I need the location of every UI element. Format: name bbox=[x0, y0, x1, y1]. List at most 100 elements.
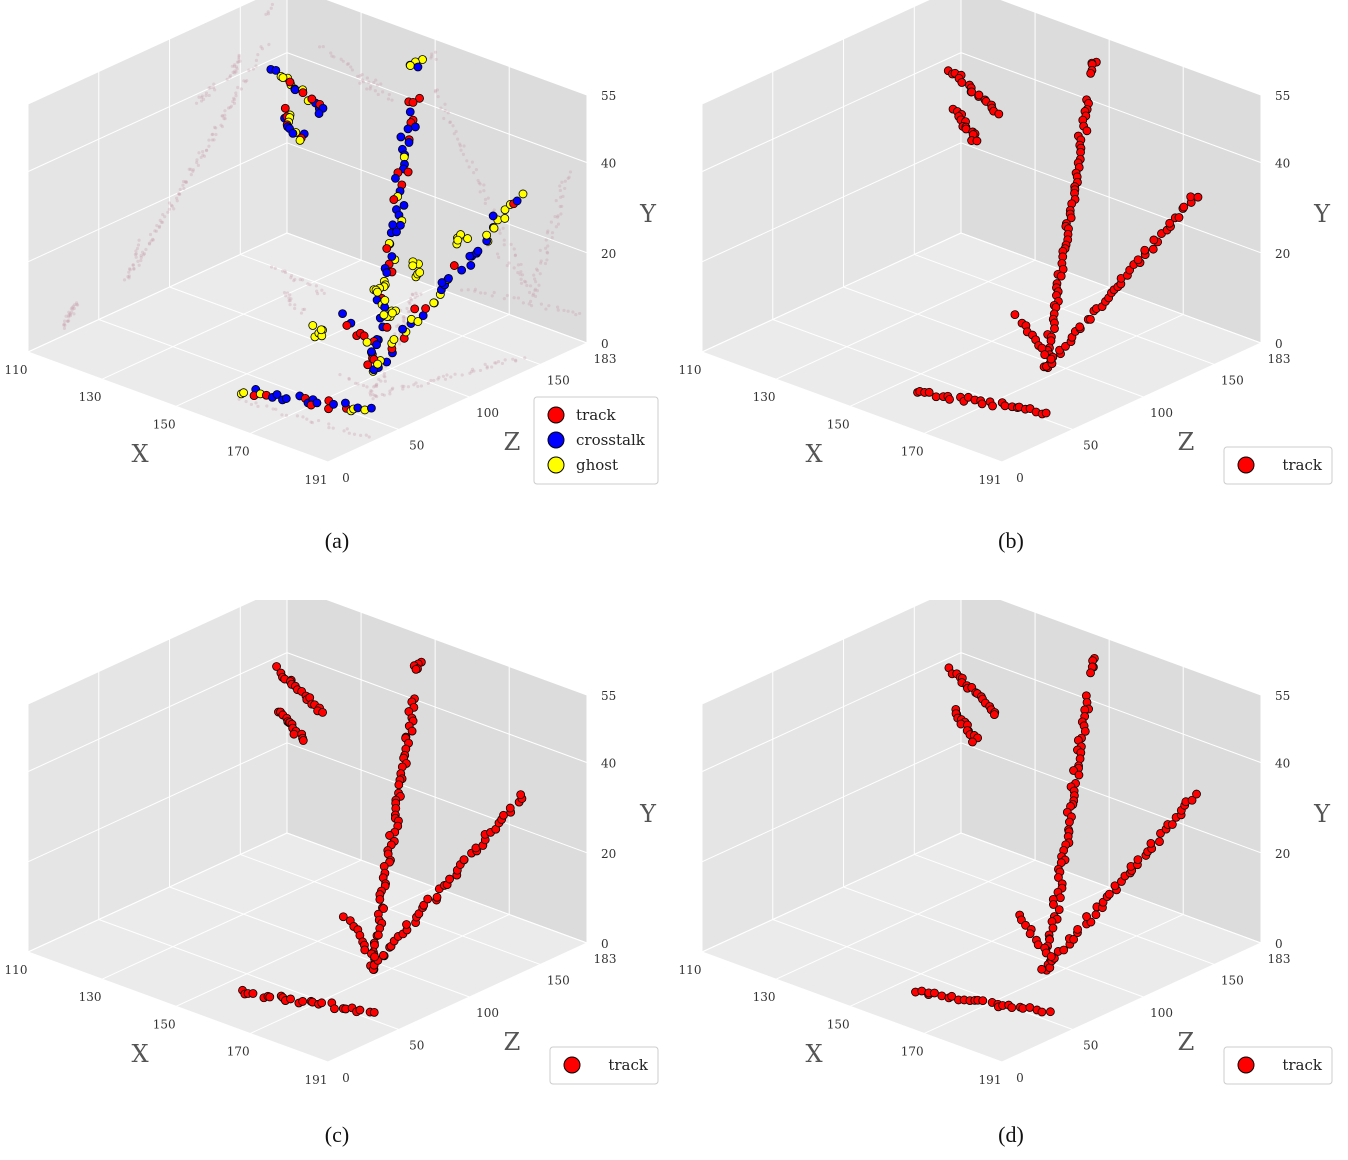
crosstalk-point bbox=[473, 246, 483, 256]
projection-point bbox=[445, 373, 449, 377]
projection-point bbox=[529, 304, 534, 308]
ghost-point bbox=[278, 73, 288, 83]
track-point bbox=[289, 729, 299, 739]
gridline bbox=[327, 942, 588, 1063]
projection-point bbox=[134, 249, 138, 253]
projection-point bbox=[383, 379, 387, 383]
projection-point bbox=[204, 94, 208, 98]
track-point bbox=[1075, 754, 1085, 764]
projection-point bbox=[158, 218, 162, 223]
y-tick-label: 0 bbox=[601, 337, 609, 351]
track-point bbox=[419, 900, 429, 910]
projection-point bbox=[237, 53, 241, 57]
floor-pane bbox=[702, 833, 1261, 1062]
projection-point bbox=[470, 367, 475, 371]
projection-point bbox=[367, 435, 371, 439]
projection-point bbox=[166, 210, 170, 214]
z-tick-label: 150 bbox=[1221, 973, 1244, 987]
projection-point bbox=[550, 231, 555, 235]
projection-point bbox=[66, 319, 70, 323]
projection-point bbox=[538, 272, 542, 276]
projection-point bbox=[68, 312, 72, 316]
crosstalk-point bbox=[290, 85, 300, 95]
projection-point bbox=[127, 267, 132, 271]
projection-point bbox=[516, 263, 521, 267]
projection-point bbox=[191, 169, 195, 173]
track-point bbox=[1133, 255, 1143, 265]
projection-point bbox=[511, 357, 515, 361]
gridline bbox=[701, 232, 962, 353]
projection-point bbox=[254, 58, 259, 62]
ghost-point bbox=[500, 205, 510, 215]
projection-point bbox=[556, 222, 561, 226]
gridline bbox=[960, 742, 1262, 854]
crosstalk-point bbox=[314, 109, 324, 118]
gridline bbox=[286, 52, 588, 164]
projection-point bbox=[492, 290, 496, 295]
gridline bbox=[27, 351, 329, 463]
projection-point bbox=[306, 282, 310, 286]
projection-point bbox=[310, 420, 314, 425]
projection-point bbox=[350, 68, 354, 72]
track-point bbox=[1148, 244, 1158, 254]
projection-point bbox=[342, 429, 346, 433]
projection-point bbox=[485, 366, 489, 370]
track-point bbox=[1007, 1003, 1017, 1013]
projection-point bbox=[567, 175, 571, 179]
projection-point bbox=[519, 277, 523, 281]
projection-point bbox=[308, 282, 312, 287]
projection-point bbox=[288, 299, 292, 303]
projection-point bbox=[507, 261, 511, 265]
projection-point bbox=[280, 413, 284, 417]
track-point bbox=[423, 894, 433, 904]
projection-point bbox=[201, 97, 206, 101]
projection-point bbox=[396, 323, 400, 327]
ghost-point bbox=[463, 234, 472, 243]
floor-pane bbox=[28, 233, 587, 462]
projection-point bbox=[65, 319, 70, 323]
back-pane bbox=[28, 600, 287, 952]
projection-point bbox=[393, 332, 397, 336]
projection-point bbox=[347, 431, 351, 435]
projection-point bbox=[201, 153, 205, 157]
projection-point bbox=[539, 259, 543, 263]
projection-point bbox=[400, 384, 404, 388]
track-point bbox=[1086, 68, 1096, 78]
projection-point bbox=[533, 277, 537, 281]
projection-point bbox=[339, 57, 343, 61]
projection-point bbox=[539, 261, 543, 265]
gridline bbox=[960, 142, 1262, 254]
legend-label: track bbox=[1282, 1056, 1323, 1074]
ghost-point bbox=[518, 189, 528, 199]
z-tick-label: 100 bbox=[476, 1006, 499, 1020]
projection-point bbox=[187, 167, 191, 171]
projection-point bbox=[327, 422, 331, 426]
projection-point bbox=[213, 88, 217, 92]
projection-point bbox=[270, 265, 274, 269]
projection-point bbox=[374, 384, 379, 388]
ghost-point bbox=[239, 388, 249, 398]
projection-point bbox=[237, 55, 241, 59]
projection-point bbox=[271, 407, 275, 411]
panel-caption: (a) bbox=[324, 528, 350, 553]
projection-point bbox=[256, 404, 260, 408]
projection-point bbox=[516, 296, 521, 300]
projection-point bbox=[442, 116, 446, 121]
z-tick-label: 150 bbox=[1221, 373, 1244, 387]
y-tick-label: 20 bbox=[601, 847, 616, 861]
projection-point bbox=[519, 270, 523, 274]
projection-point bbox=[545, 231, 550, 235]
track-point bbox=[930, 988, 939, 998]
x-tick-label: 150 bbox=[153, 1017, 176, 1031]
projection-point bbox=[375, 382, 379, 386]
projection-point bbox=[401, 387, 405, 391]
track-point bbox=[1104, 889, 1114, 899]
projection-point bbox=[134, 255, 138, 259]
track-point bbox=[265, 992, 275, 1002]
projection-point bbox=[395, 324, 399, 328]
gridline bbox=[27, 52, 288, 173]
projection-point bbox=[563, 186, 567, 191]
projection-point bbox=[545, 258, 549, 262]
